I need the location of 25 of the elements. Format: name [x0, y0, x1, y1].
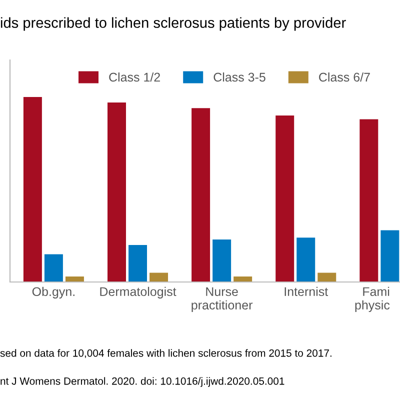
bar: [276, 116, 294, 282]
x-tick-label: Dermatologist: [100, 286, 176, 299]
bar: [360, 119, 378, 282]
bar: [318, 272, 336, 282]
chart-title: ids prescribed to lichen sclerosus patients by provider: [0, 17, 346, 31]
x-tick-label: Fami physic: [355, 286, 390, 312]
legend-label: Class 6/7: [319, 72, 370, 82]
bar: [65, 276, 84, 282]
legend-label: Class 1/2: [109, 72, 160, 82]
bar: [212, 239, 232, 282]
bar: [380, 230, 400, 282]
legend-label: Class 3-5: [214, 72, 266, 82]
bar: [192, 108, 210, 282]
bar: [44, 254, 63, 282]
bar: [108, 102, 126, 282]
bar: [234, 276, 252, 282]
bar: [23, 97, 42, 282]
bar: [296, 238, 316, 282]
x-tick-label: Internist: [284, 286, 328, 296]
text: nt J Womens Dermatol. 2020. doi: 10.1016/j.ijwd.2020.05.001: [0, 377, 284, 387]
x-tick-label: Nurse practitioner: [192, 287, 253, 312]
x-tick-label: Ob.gyn.: [32, 286, 74, 299]
bar: [128, 245, 148, 282]
bar: [150, 272, 168, 282]
text: sed on data for 10,004 females with lichen sclerosus from 2015 to 2017.: [0, 349, 332, 358]
